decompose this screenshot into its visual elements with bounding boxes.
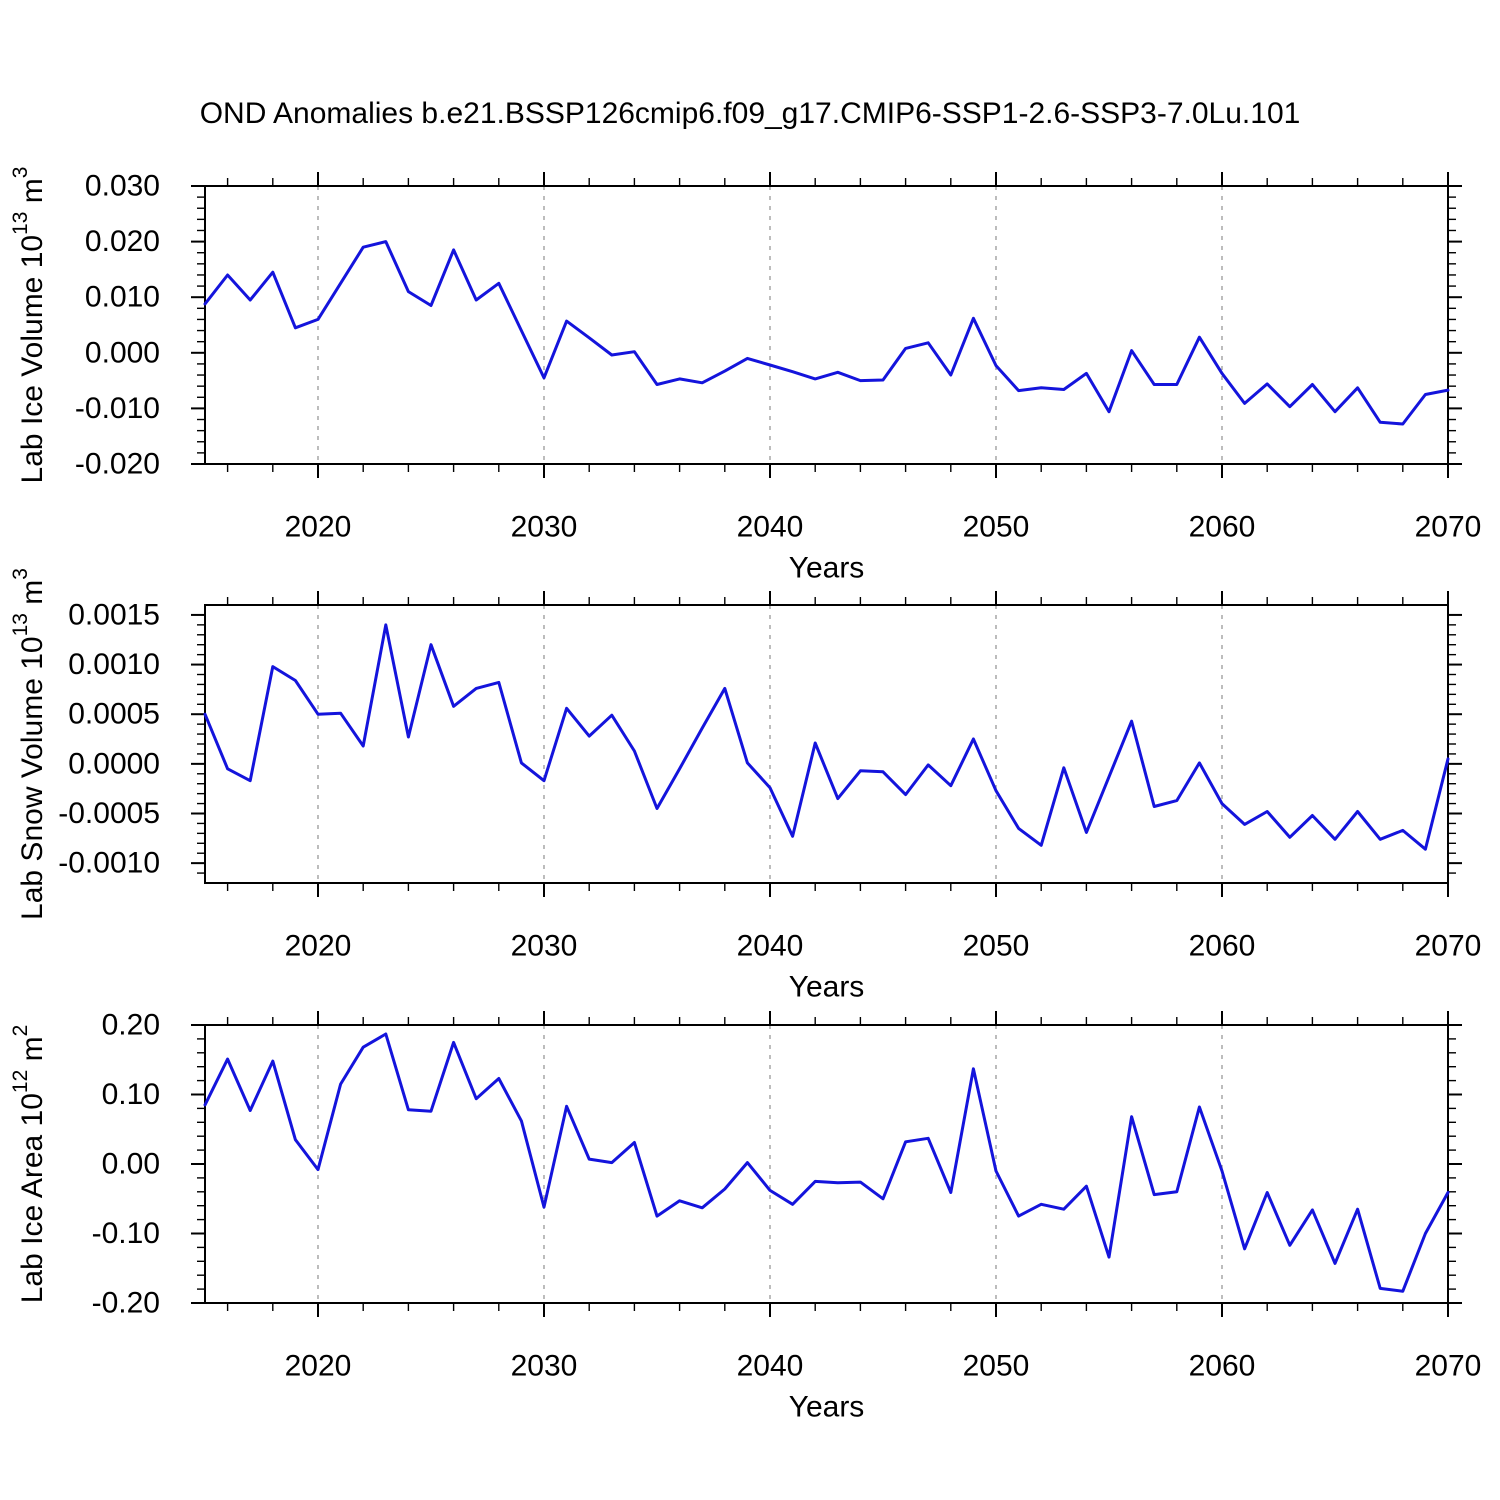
y-tick-label: 0.20	[102, 1009, 160, 1042]
x-tick-label: 2030	[511, 511, 578, 544]
x-tick-label: 2050	[963, 930, 1030, 963]
y-tick-label: -0.010	[75, 392, 160, 425]
plot-box	[204, 1024, 1449, 1304]
y-tick-label: 0.030	[85, 170, 160, 203]
y-axis-title: Lab Snow Volume 1013 m3	[9, 568, 49, 920]
x-tick-label: 2040	[737, 930, 804, 963]
x-tick-label: 2070	[1415, 930, 1482, 963]
y-tick-label: -0.20	[92, 1287, 160, 1320]
data-line-lab-ice-area	[203, 1032, 1450, 1293]
y-tick-label: 0.00	[102, 1148, 160, 1181]
plot-box	[204, 185, 1449, 465]
y-tick-label: 0.010	[85, 281, 160, 314]
x-tick-label: 2040	[737, 1350, 804, 1383]
panel-lab-snow-volume: 0.0015 0.0010 0.0005 0.0000 -0.0005 -0.0010 20…	[9, 568, 1482, 1003]
x-axis-title: Years	[789, 552, 865, 585]
y-tick-label: 0.020	[85, 225, 160, 258]
x-tick-label: 2060	[1189, 1350, 1256, 1383]
x-tick-label: 2030	[511, 1350, 578, 1383]
x-tick-label: 2030	[511, 930, 578, 963]
x-tick-label: 2020	[285, 1350, 352, 1383]
x-axis-title: Years	[789, 971, 865, 1004]
y-tick-label: -0.0010	[58, 847, 160, 880]
x-axis-title: Years	[789, 1391, 865, 1424]
figure-title: OND Anomalies b.e21.BSSP126cmip6.f09_g17…	[199, 97, 1301, 130]
panel-lab-ice-area: 0.20 0.10 0.00 -0.10 -0.20 2020 2030 2040 2050 20…	[9, 1009, 1482, 1424]
x-tick-label: 2020	[285, 511, 352, 544]
x-tick-label: 2060	[1189, 511, 1256, 544]
y-tick-label: 0.0010	[68, 648, 160, 681]
y-tick-label: 0.0000	[68, 747, 160, 780]
y-tick-label: 0.0015	[68, 598, 160, 631]
x-tick-label: 2060	[1189, 930, 1256, 963]
y-tick-label: -0.10	[92, 1217, 160, 1250]
y-tick-label: -0.020	[75, 448, 160, 481]
y-tick-label: 0.10	[102, 1078, 160, 1111]
y-axis-title: Lab Ice Area 1012 m2	[9, 1025, 49, 1304]
x-tick-label: 2050	[963, 511, 1030, 544]
y-tick-label: 0.000	[85, 336, 160, 369]
x-tick-label: 2040	[737, 511, 804, 544]
panel-lab-ice-volume: 0.030 0.020 0.010 0.000 -0.010 -0.020 2020 2030…	[9, 167, 1482, 585]
y-axis-title: Lab Ice Volume 1013 m3	[9, 167, 49, 484]
x-tick-label: 2020	[285, 930, 352, 963]
x-tick-label: 2070	[1415, 1350, 1482, 1383]
data-line-lab-snow-volume	[203, 623, 1450, 851]
y-tick-label: -0.0005	[58, 797, 160, 830]
x-tick-label: 2070	[1415, 511, 1482, 544]
x-tick-label: 2050	[963, 1350, 1030, 1383]
data-line-lab-ice-volume	[203, 240, 1450, 426]
y-tick-label: 0.0005	[68, 698, 160, 731]
